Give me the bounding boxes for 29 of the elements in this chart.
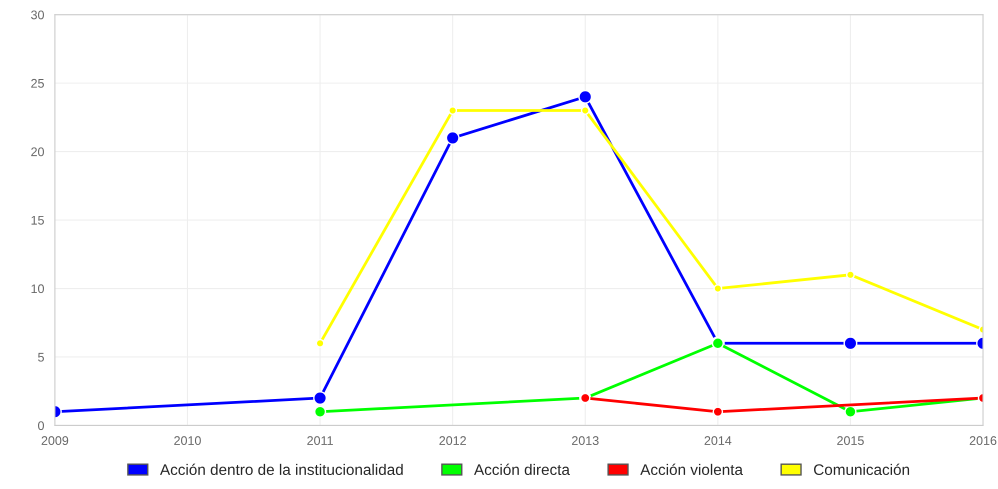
point [578, 90, 592, 104]
point [843, 336, 858, 350]
y-tick-label: 25 [31, 78, 44, 88]
point [313, 391, 328, 405]
x-tick-label: 2010 [174, 436, 201, 446]
legend-label: Acción directa [474, 464, 570, 476]
x-tick-label: 2013 [572, 436, 599, 446]
point [713, 284, 722, 293]
y-tick-label: 10 [32, 284, 44, 294]
x-tick-label: 2014 [704, 436, 732, 446]
x-tick-label: 2009 [42, 436, 68, 446]
x-tick-label: 2011 [307, 436, 333, 446]
y-tick-label: 5 [38, 352, 44, 362]
point [846, 270, 855, 280]
y-tick-label: 20 [31, 147, 44, 156]
y-tick-label: 30 [31, 10, 44, 20]
legend-label: Comunicación [814, 464, 910, 476]
legend-label: Acción dentro de la institucionalidad [160, 464, 403, 476]
point [844, 406, 857, 418]
point [314, 406, 326, 418]
point [446, 130, 460, 145]
x-tick-label: 2012 [439, 436, 466, 446]
x-tick-label: 2016 [970, 436, 996, 446]
x-tick-label: 2015 [837, 436, 864, 446]
point [580, 106, 590, 115]
y-tick-label: 15 [32, 216, 44, 225]
point [712, 406, 724, 418]
y-tick-label: 0 [38, 421, 44, 430]
legend-label: Acción violenta [640, 464, 743, 476]
